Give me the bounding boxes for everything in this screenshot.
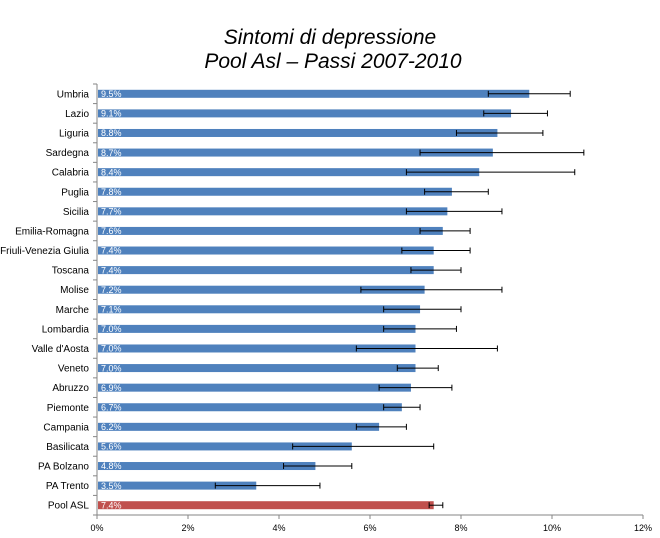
bar — [98, 422, 380, 431]
category-label: Liguria — [59, 128, 89, 139]
bar — [98, 89, 530, 98]
data-label: 8.8% — [101, 128, 122, 138]
data-label: 6.7% — [101, 402, 122, 412]
bar — [98, 442, 352, 451]
data-label: 8.7% — [101, 148, 122, 158]
category-label: Emilia-Romagna — [15, 226, 89, 237]
bar — [98, 128, 498, 137]
data-label: 7.4% — [101, 265, 122, 275]
x-tick-label: 12% — [634, 523, 652, 533]
category-label: Campania — [43, 422, 89, 433]
category-label: Sicilia — [63, 207, 90, 218]
bar — [98, 501, 434, 510]
category-label: Veneto — [58, 364, 90, 375]
data-label: 7.7% — [101, 207, 122, 217]
bar — [98, 109, 512, 118]
category-label: Umbria — [57, 89, 90, 100]
bar — [98, 148, 493, 157]
category-label: Valle d'Aosta — [32, 344, 90, 355]
bar — [98, 481, 257, 490]
x-tick-label: 10% — [543, 523, 561, 533]
plot-area: 0% 2% 4% 6% 8% 10% 12% Umbria 9.5% Lazio 9.1% Ligur… — [0, 83, 652, 533]
bar — [98, 305, 421, 314]
bar — [98, 168, 480, 177]
x-tick-label: 6% — [363, 523, 376, 533]
chart-title-line1: Sintomi di depressione — [224, 26, 436, 49]
bar — [98, 226, 443, 235]
chart-title-line2: Pool Asl – Passi 2007-2010 — [204, 50, 462, 73]
bar — [98, 324, 416, 333]
category-label: PA Bolzano — [38, 462, 89, 473]
bar — [98, 344, 416, 353]
category-label: Pool ASL — [48, 501, 90, 512]
data-label: 7.8% — [101, 187, 122, 197]
x-tick-label: 2% — [181, 523, 194, 533]
bar — [98, 285, 425, 294]
bar — [98, 266, 434, 275]
bar — [98, 383, 411, 392]
bar — [98, 246, 434, 255]
data-label: 3.5% — [101, 481, 122, 491]
data-label: 7.0% — [101, 324, 122, 334]
category-label: Piemonte — [47, 403, 90, 414]
category-label: Toscana — [52, 266, 90, 277]
bar — [98, 364, 416, 373]
bar — [98, 462, 316, 471]
bar — [98, 207, 448, 216]
data-label: 5.6% — [101, 442, 122, 452]
category-label: Calabria — [52, 168, 90, 179]
category-label: Puglia — [61, 187, 89, 198]
data-label: 6.2% — [101, 422, 122, 432]
data-label: 4.8% — [101, 461, 122, 471]
category-label: Abruzzo — [52, 383, 89, 394]
data-label: 7.0% — [101, 363, 122, 373]
data-label: 9.5% — [101, 89, 122, 99]
data-label: 7.2% — [101, 285, 122, 295]
data-label: 7.0% — [101, 344, 122, 354]
bar — [98, 187, 452, 196]
category-label: Lazio — [65, 109, 89, 120]
x-tick-label: 4% — [272, 523, 285, 533]
x-tick-label: 8% — [454, 523, 467, 533]
data-label: 7.1% — [101, 304, 122, 314]
category-label: Lombardia — [42, 324, 90, 335]
x-tick-label: 0% — [90, 523, 103, 533]
data-label: 7.4% — [101, 246, 122, 256]
data-label: 7.6% — [101, 226, 122, 236]
data-label: 9.1% — [101, 109, 122, 119]
category-label: Molise — [60, 285, 89, 296]
category-label: Friuli-Venezia Giulia — [0, 246, 89, 257]
category-label: Sardegna — [46, 148, 90, 159]
category-label: Basilicata — [46, 442, 89, 453]
category-label: PA Trento — [46, 481, 90, 492]
data-label: 6.9% — [101, 383, 122, 393]
bar — [98, 403, 402, 412]
data-label: 7.4% — [101, 500, 122, 510]
category-label: Marche — [56, 305, 90, 316]
data-label: 8.4% — [101, 167, 122, 177]
